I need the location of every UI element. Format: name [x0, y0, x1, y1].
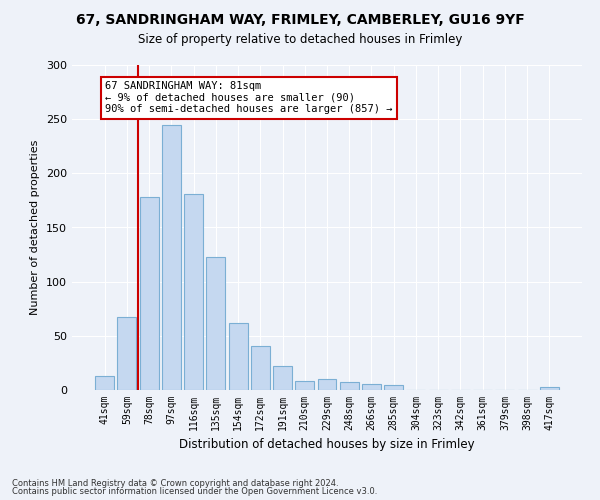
- Bar: [140, 197, 158, 390]
- Text: Contains public sector information licensed under the Open Government Licence v3: Contains public sector information licen…: [12, 487, 377, 496]
- Y-axis label: Number of detached properties: Number of detached properties: [31, 140, 40, 315]
- Bar: [251, 346, 270, 390]
- Text: Contains HM Land Registry data © Crown copyright and database right 2024.: Contains HM Land Registry data © Crown c…: [12, 478, 338, 488]
- Bar: [95, 376, 114, 390]
- Text: 67, SANDRINGHAM WAY, FRIMLEY, CAMBERLEY, GU16 9YF: 67, SANDRINGHAM WAY, FRIMLEY, CAMBERLEY,…: [76, 12, 524, 26]
- Bar: [317, 379, 337, 390]
- Bar: [295, 382, 314, 390]
- X-axis label: Distribution of detached houses by size in Frimley: Distribution of detached houses by size …: [179, 438, 475, 452]
- Bar: [206, 257, 225, 390]
- Bar: [362, 384, 381, 390]
- Text: 67 SANDRINGHAM WAY: 81sqm
← 9% of detached houses are smaller (90)
90% of semi-d: 67 SANDRINGHAM WAY: 81sqm ← 9% of detach…: [105, 81, 392, 114]
- Bar: [184, 194, 203, 390]
- Bar: [273, 366, 292, 390]
- Bar: [340, 382, 359, 390]
- Bar: [162, 124, 181, 390]
- Bar: [229, 323, 248, 390]
- Bar: [540, 387, 559, 390]
- Bar: [118, 318, 136, 390]
- Bar: [384, 384, 403, 390]
- Text: Size of property relative to detached houses in Frimley: Size of property relative to detached ho…: [138, 32, 462, 46]
